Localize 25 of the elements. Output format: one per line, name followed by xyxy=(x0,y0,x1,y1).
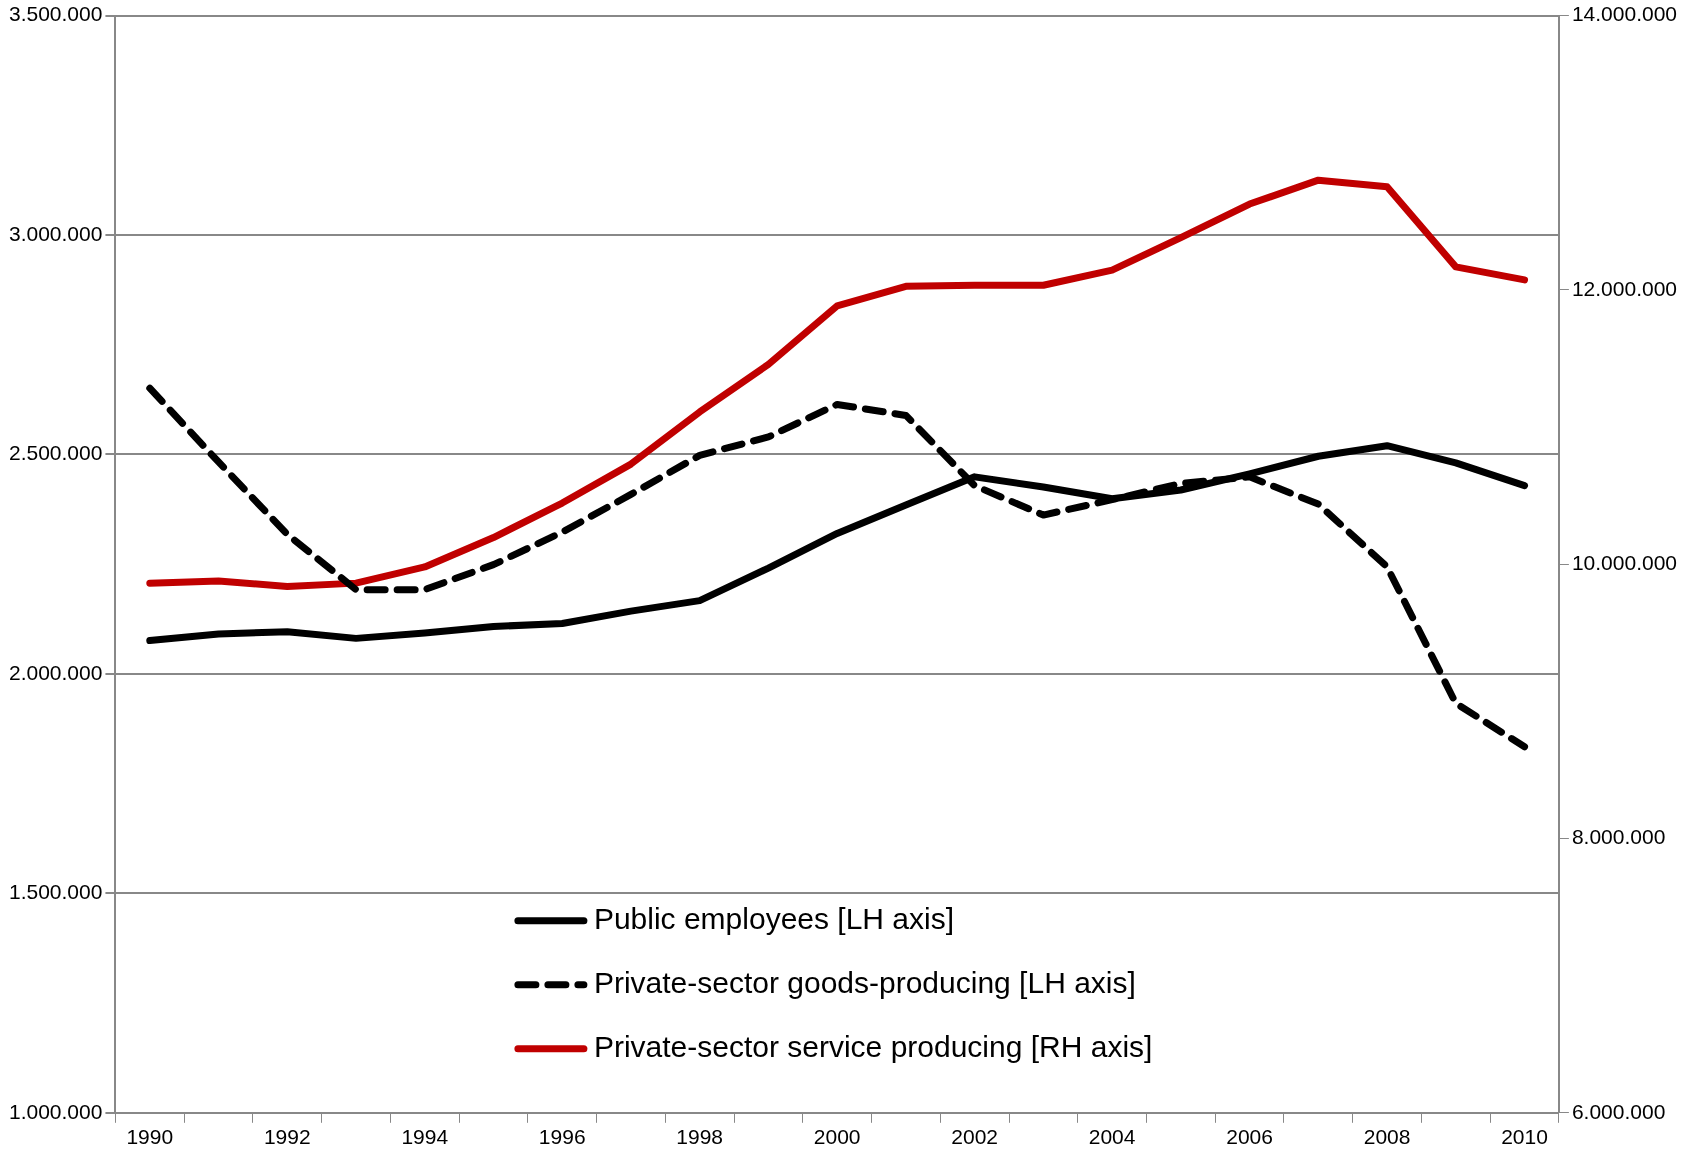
legend-label: Public employees [LH axis] xyxy=(593,902,955,936)
y2-tick-label: 8.000.000 xyxy=(1571,825,1666,849)
legend-label: Private-sector goods-producing [LH axis] xyxy=(593,966,1136,1000)
x-tick-label: 1994 xyxy=(401,1125,449,1149)
x-tick-label: 2002 xyxy=(951,1125,998,1149)
y-tick-label: 1.500.000 xyxy=(8,880,103,904)
y2-tick-label: 10.000.000 xyxy=(1571,551,1678,574)
y2-tick-label: 12.000.000 xyxy=(1571,276,1678,300)
y2-tick-label: 14.000.000 xyxy=(1571,2,1678,26)
x-tick-label: 1998 xyxy=(676,1125,724,1149)
x-tick-label: 1996 xyxy=(538,1125,586,1149)
x-tick-label: 2004 xyxy=(1088,1125,1136,1149)
y-tick-label: 2.500.000 xyxy=(8,441,103,465)
y-tick-label: 3.500.000 xyxy=(8,2,103,26)
legend-label: Private-sector service producing [RH axis] xyxy=(593,1030,1153,1064)
x-tick-label: 1990 xyxy=(126,1125,174,1149)
y-tick-label: 2.000.000 xyxy=(8,660,103,684)
y-tick-label: 3.000.000 xyxy=(8,221,103,245)
x-tick-label: 1992 xyxy=(263,1125,311,1149)
y-tick-label: 1.000.000 xyxy=(8,1099,103,1123)
x-tick-label: 2006 xyxy=(1226,1125,1273,1149)
x-tick-label: 2010 xyxy=(1501,1125,1548,1149)
x-tick-label: 2000 xyxy=(813,1125,861,1149)
y2-tick-label: 6.000.000 xyxy=(1571,1099,1666,1123)
x-tick-label: 2008 xyxy=(1363,1125,1411,1149)
